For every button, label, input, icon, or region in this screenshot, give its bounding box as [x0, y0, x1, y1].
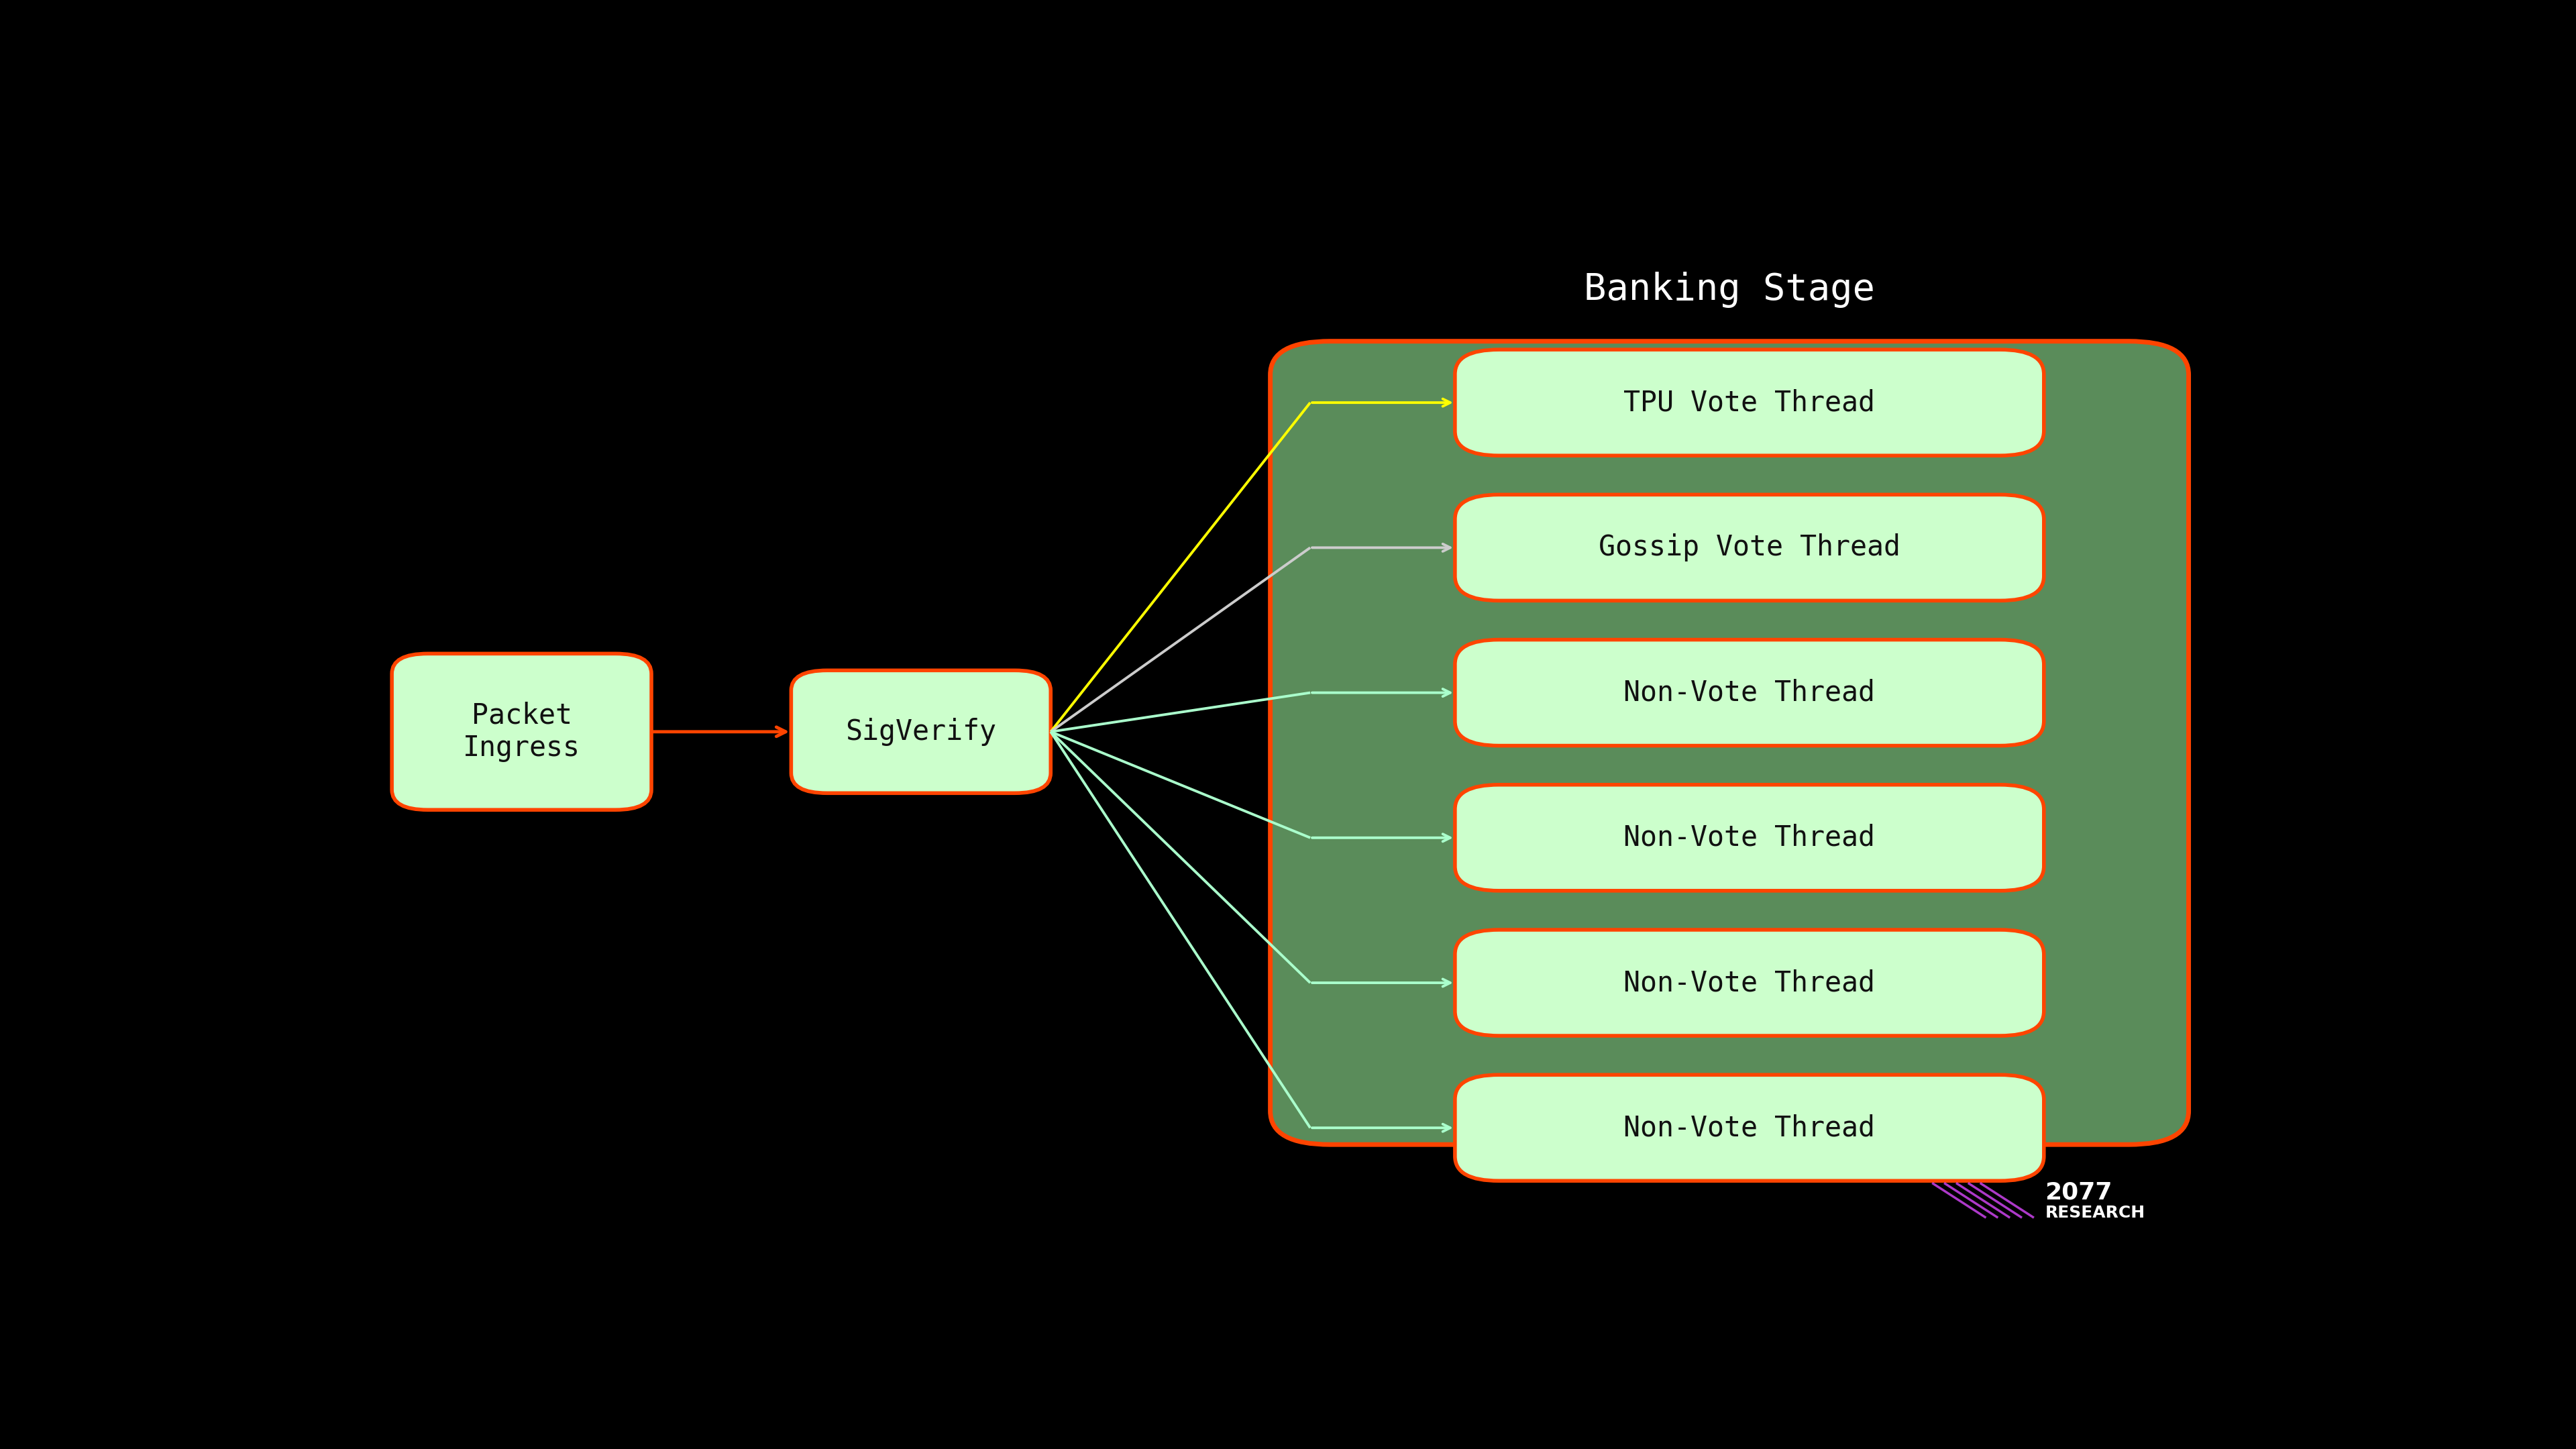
Text: Non-Vote Thread: Non-Vote Thread	[1623, 678, 1875, 707]
FancyBboxPatch shape	[1455, 785, 2043, 891]
Text: TPU Vote Thread: TPU Vote Thread	[1623, 388, 1875, 417]
FancyBboxPatch shape	[1455, 639, 2043, 746]
Text: Banking Stage: Banking Stage	[1584, 271, 1875, 307]
Text: Non-Vote Thread: Non-Vote Thread	[1623, 969, 1875, 997]
FancyBboxPatch shape	[392, 653, 652, 810]
FancyBboxPatch shape	[1455, 1075, 2043, 1181]
Text: Non-Vote Thread: Non-Vote Thread	[1623, 1114, 1875, 1142]
FancyBboxPatch shape	[791, 671, 1051, 793]
Text: 2077: 2077	[2045, 1181, 2112, 1204]
FancyBboxPatch shape	[1455, 930, 2043, 1036]
Text: Gossip Vote Thread: Gossip Vote Thread	[1600, 533, 1901, 562]
Text: RESEARCH: RESEARCH	[2045, 1204, 2146, 1220]
FancyBboxPatch shape	[1455, 349, 2043, 455]
Text: Non-Vote Thread: Non-Vote Thread	[1623, 823, 1875, 852]
FancyBboxPatch shape	[1455, 494, 2043, 601]
Text: SigVerify: SigVerify	[845, 717, 997, 746]
Text: Packet
Ingress: Packet Ingress	[464, 701, 580, 762]
FancyBboxPatch shape	[1270, 342, 2190, 1145]
